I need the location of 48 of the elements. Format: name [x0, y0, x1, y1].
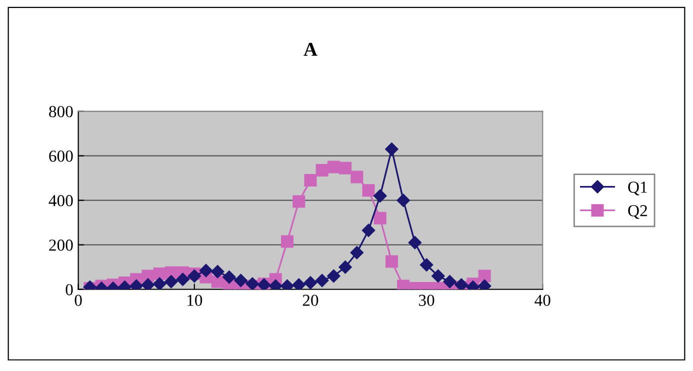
y-tick-label: 800	[49, 106, 73, 118]
point	[152, 277, 166, 290]
point	[443, 275, 456, 288]
point	[432, 269, 445, 283]
chart-title: A	[304, 42, 318, 56]
point	[362, 184, 375, 197]
y-tick-label: 200	[49, 240, 73, 251]
point	[478, 270, 491, 282]
y-tick-label: 600	[49, 150, 73, 162]
point	[222, 270, 236, 284]
legend-label: Q2	[628, 205, 647, 219]
x-tick-label: 0	[74, 294, 82, 306]
point	[234, 274, 248, 288]
point	[304, 174, 317, 187]
point	[211, 264, 224, 278]
point	[292, 278, 306, 290]
point	[327, 160, 340, 174]
point	[292, 195, 306, 208]
point	[374, 212, 386, 224]
x-tick-label: 20	[302, 294, 318, 306]
point	[338, 260, 352, 274]
point	[281, 235, 294, 248]
point	[408, 236, 422, 250]
point	[385, 142, 398, 156]
point	[141, 278, 155, 290]
point	[188, 269, 201, 283]
point	[374, 189, 387, 202]
y-tick-label: 0	[66, 284, 73, 296]
point	[350, 170, 364, 184]
point	[420, 258, 434, 272]
point	[315, 274, 329, 288]
x-tick-label: 40	[534, 294, 550, 306]
point	[339, 162, 352, 174]
point	[304, 276, 318, 290]
x-tick-label: 30	[419, 294, 434, 306]
x-tick-label: 10	[188, 294, 202, 306]
point	[396, 194, 410, 207]
point	[327, 269, 340, 283]
point	[362, 224, 376, 237]
point	[199, 264, 213, 278]
point	[164, 275, 178, 288]
point	[454, 278, 468, 290]
point	[385, 255, 398, 268]
legend-label: Q1	[628, 182, 647, 196]
point	[176, 272, 190, 286]
y-tick-label: 400	[48, 195, 73, 206]
point	[350, 246, 364, 260]
point	[316, 164, 328, 177]
